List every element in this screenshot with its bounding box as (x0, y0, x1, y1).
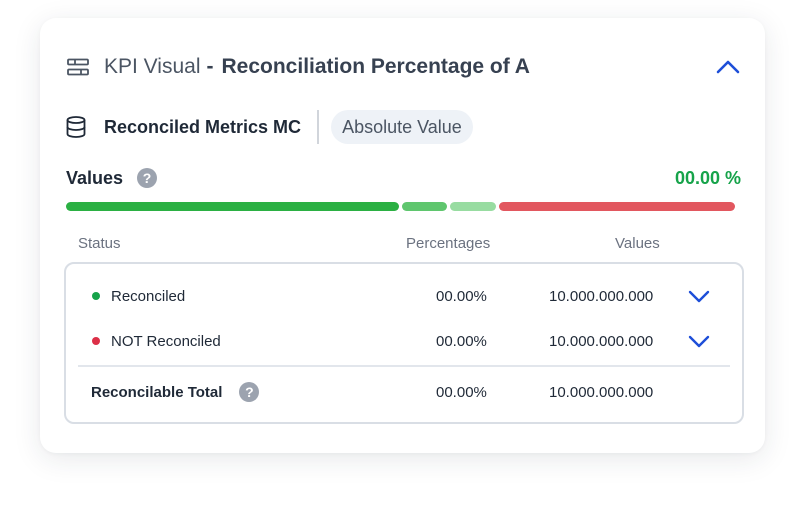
kpi-visual-label: KPI Visual (104, 55, 201, 78)
bar-segment-segment-3 (450, 202, 496, 211)
status-dot (92, 292, 100, 300)
column-header-status: Status (78, 235, 121, 252)
value-mode-pill[interactable]: Absolute Value (331, 110, 473, 144)
column-header-values: Values (615, 235, 660, 252)
bar-segment-segment-2 (402, 202, 448, 211)
column-header-percentages: Percentages (406, 235, 491, 252)
database-icon (66, 115, 90, 139)
card-header: KPI Visual - Reconciliation Percentage o… (66, 52, 740, 82)
collapse-button[interactable] (713, 52, 743, 82)
total-percentage: 00.00% (436, 383, 487, 401)
row-value: 10.000.000.000 (549, 287, 654, 305)
values-percentage: 00.00 % (674, 167, 741, 188)
status-label: NOT Reconciled (111, 332, 221, 350)
sliders-icon (66, 57, 90, 77)
help-icon[interactable]: ? (137, 168, 158, 188)
reconciliation-progress-bar (66, 202, 741, 211)
values-label: Values (66, 167, 124, 188)
source-row: Reconciled Metrics MC Absolute Value (66, 110, 473, 144)
bar-segment-reconciled (66, 202, 399, 211)
table-row: NOT Reconciled 00.00% 10.000.000.000 (66, 326, 742, 356)
total-row: Reconcilable Total ? 00.00% 10.000.000.0… (66, 377, 742, 407)
total-label: Reconcilable Total (91, 383, 223, 401)
table-row: Reconciled 00.00% 10.000.000.000 (66, 281, 742, 311)
status-label: Reconciled (111, 287, 186, 305)
values-row: Values ? 00.00 % (66, 164, 741, 192)
chevron-down-icon (688, 335, 710, 347)
chevron-up-icon (716, 60, 740, 74)
kpi-card: KPI Visual - Reconciliation Percentage o… (40, 18, 765, 453)
row-percentage: 00.00% (436, 287, 487, 305)
data-source-name: Reconciled Metrics MC (104, 116, 302, 137)
row-percentage: 00.00% (436, 332, 487, 350)
total-label-wrap: Reconcilable Total ? (91, 382, 260, 402)
vertical-divider (317, 110, 320, 144)
bar-segment-not-reconciled (498, 202, 735, 211)
expand-row-button[interactable] (686, 328, 712, 354)
title-separator: - (206, 55, 214, 78)
help-icon[interactable]: ? (239, 382, 260, 402)
table-divider (78, 365, 730, 367)
kpi-title: Reconciliation Percentage of A (221, 55, 530, 78)
row-value: 10.000.000.000 (549, 332, 654, 350)
total-value: 10.000.000.000 (549, 383, 654, 401)
status-dot (92, 337, 100, 345)
chevron-down-icon (688, 290, 710, 302)
expand-row-button[interactable] (686, 283, 712, 309)
status-table: Reconciled 00.00% 10.000.000.000 NOT Rec… (64, 262, 744, 424)
